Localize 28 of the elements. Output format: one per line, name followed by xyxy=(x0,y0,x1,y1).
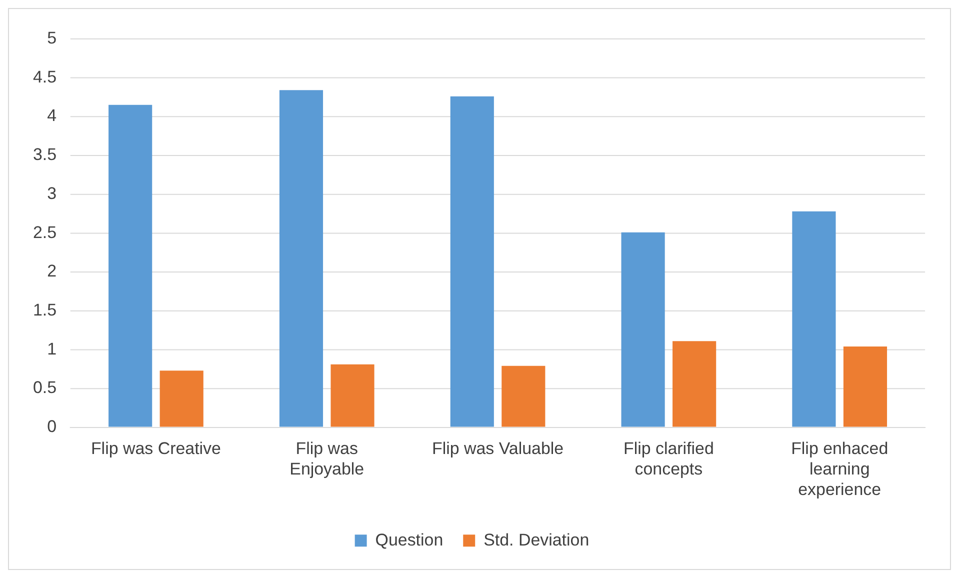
y-tick-label: 3 xyxy=(47,184,57,203)
y-tick-label: 1.5 xyxy=(32,300,57,320)
y-tick-label: 2.5 xyxy=(32,222,57,242)
bar xyxy=(502,366,546,427)
bar xyxy=(279,90,324,427)
y-tick-label: 2 xyxy=(47,262,57,281)
y-tick-label: 4 xyxy=(47,106,57,126)
y-tick-label: 0 xyxy=(47,416,57,436)
y-tick-label: 4.5 xyxy=(32,67,57,86)
bar xyxy=(160,370,204,427)
legend-label: Question xyxy=(375,530,444,550)
y-tick-label: 1 xyxy=(47,339,57,358)
x-tick-label: Flip was Enjoyable xyxy=(290,439,364,478)
x-tick-label: Flip was Creative xyxy=(90,439,221,458)
y-tick-label: 3.5 xyxy=(32,145,57,164)
y-tick-label: 0.5 xyxy=(32,378,57,398)
bar xyxy=(792,211,836,427)
x-tick-label: Flip was Valuable xyxy=(432,439,564,458)
bar xyxy=(330,364,374,427)
x-tick-label: Flip enhaced learning experience xyxy=(791,439,888,499)
y-tick-label: 5 xyxy=(47,28,57,48)
bar xyxy=(672,341,716,427)
bar xyxy=(450,96,494,427)
bar xyxy=(843,346,888,427)
x-tick-label: Flip clarified concepts xyxy=(623,439,714,478)
bar xyxy=(621,232,665,427)
legend-label: Std. Deviation xyxy=(484,530,590,550)
bar xyxy=(108,104,152,427)
